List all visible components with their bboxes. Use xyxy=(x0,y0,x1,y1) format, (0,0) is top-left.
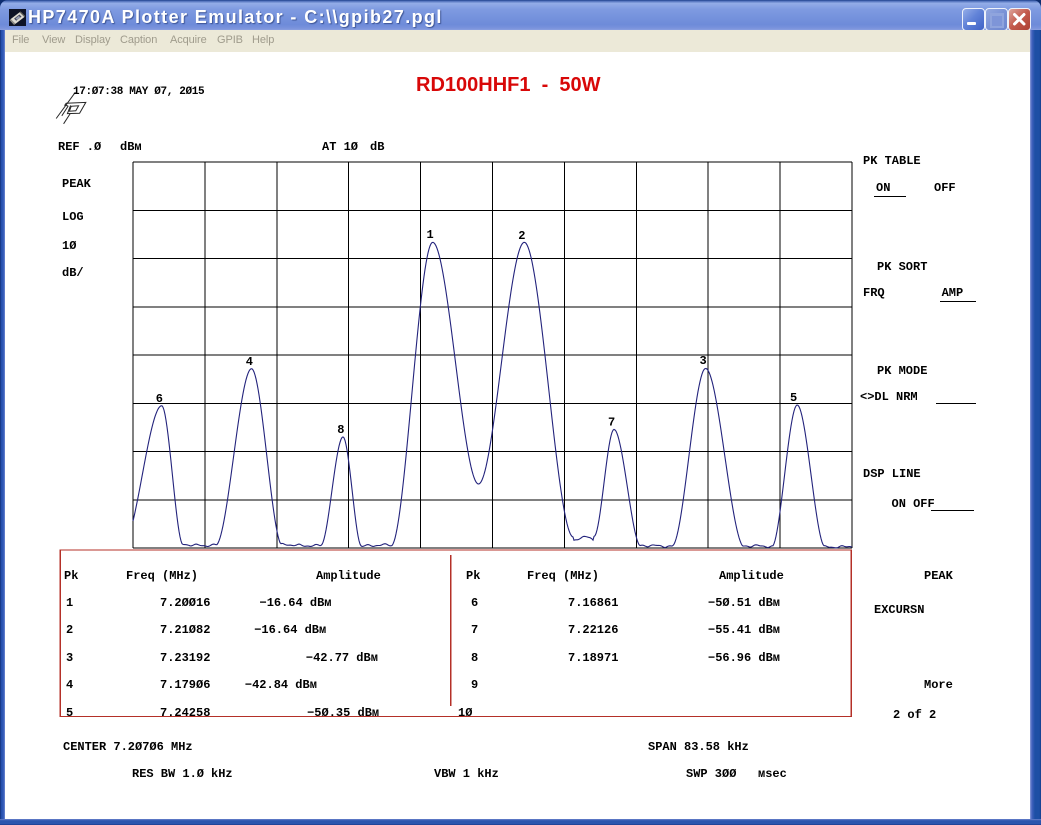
svg-text:1: 1 xyxy=(427,228,434,242)
svg-text:5: 5 xyxy=(790,391,797,405)
svg-text:4: 4 xyxy=(246,355,253,369)
svg-text:7: 7 xyxy=(608,415,615,429)
svg-text:6: 6 xyxy=(156,392,163,406)
svg-text:3: 3 xyxy=(700,354,707,368)
svg-text:8: 8 xyxy=(337,423,344,437)
svg-text:2: 2 xyxy=(518,229,525,243)
